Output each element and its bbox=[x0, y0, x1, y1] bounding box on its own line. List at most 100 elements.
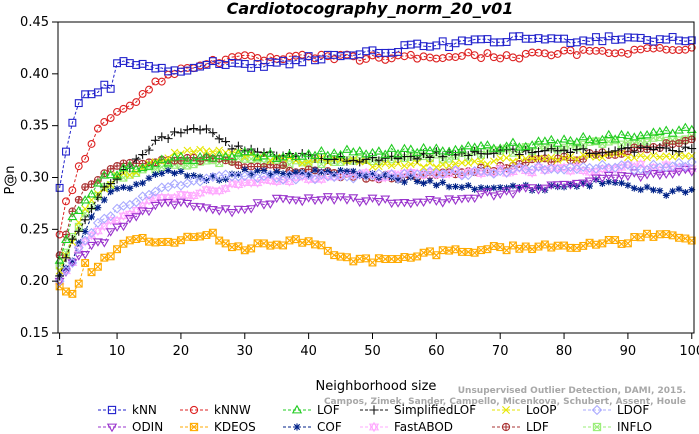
series-point-loop bbox=[451, 159, 460, 168]
series-point-fastabod-shape bbox=[112, 215, 123, 224]
series-point-cof bbox=[605, 178, 613, 186]
series-point-simplifiedlof bbox=[604, 147, 614, 157]
series-point-simplifiedlof bbox=[157, 132, 167, 142]
series-point-ldof-shape bbox=[514, 162, 525, 173]
series-point-cof-shape bbox=[605, 178, 613, 186]
series-point-lof bbox=[131, 163, 142, 173]
series-point-knnw bbox=[106, 114, 115, 122]
series-point-lof-shape bbox=[290, 151, 301, 161]
series-point-knnw-shape bbox=[572, 51, 581, 60]
series-point-odin-shape bbox=[348, 194, 359, 203]
series-point-ldof bbox=[220, 169, 231, 180]
series-point-odin-shape bbox=[118, 222, 129, 232]
series-point-knnw bbox=[317, 50, 326, 59]
series-point-kdeos-shape bbox=[649, 233, 658, 241]
series-point-lof-shape bbox=[597, 134, 608, 144]
series-point-inflo-shape bbox=[598, 140, 607, 148]
series-point-lof bbox=[329, 148, 340, 157]
series-point-odin bbox=[144, 207, 154, 217]
series-point-odin bbox=[418, 198, 429, 208]
series-point-cof-shape bbox=[81, 228, 89, 235]
series-point-ldof-shape bbox=[469, 166, 480, 176]
series-point-odin-shape bbox=[456, 195, 467, 204]
series-odin bbox=[54, 165, 697, 287]
x-tick-label: 60 bbox=[428, 344, 445, 359]
series-point-cof bbox=[458, 183, 466, 191]
series-point-knnw bbox=[381, 55, 390, 64]
series-point-ldof bbox=[195, 176, 206, 187]
series-point-kdeos-shape bbox=[215, 236, 224, 245]
series-point-odin-shape bbox=[80, 250, 91, 260]
series-point-fastabod-shape bbox=[150, 192, 161, 202]
series-point-cof bbox=[586, 182, 593, 190]
series-point-odin bbox=[584, 177, 595, 186]
y-tick-label: 0.30 bbox=[20, 171, 49, 186]
series-point-lof-shape bbox=[520, 141, 531, 151]
series-point-lof-shape bbox=[354, 146, 365, 155]
series-point-cof-shape bbox=[445, 183, 453, 191]
series-point-simplifiedlof bbox=[489, 148, 499, 158]
series-point-simplifiedlof-shape bbox=[559, 145, 569, 155]
series-point-simplifiedlof bbox=[374, 156, 384, 166]
series-point-odin-shape bbox=[227, 208, 237, 218]
series-point-fastabod-shape bbox=[182, 190, 193, 199]
series-point-cof-shape bbox=[126, 184, 134, 192]
series-point-odin bbox=[450, 196, 461, 206]
series-point-ldof-shape bbox=[354, 168, 365, 179]
series-point-cof bbox=[675, 185, 683, 193]
series-point-lof bbox=[144, 161, 154, 170]
series-point-ldof bbox=[284, 169, 295, 180]
series-point-knn bbox=[259, 62, 268, 71]
series-point-odin-shape bbox=[278, 195, 289, 204]
series-point-lof-shape bbox=[571, 137, 582, 146]
series-point-kdeos bbox=[208, 228, 217, 237]
series-point-kdeos-shape bbox=[528, 245, 536, 253]
series-point-odin bbox=[431, 197, 442, 206]
series-point-simplifiedlof bbox=[87, 204, 96, 213]
series-point-simplifiedlof-shape bbox=[157, 132, 167, 142]
series-point-fastabod bbox=[584, 167, 595, 178]
series-point-kdeos bbox=[93, 262, 102, 271]
series-point-knn bbox=[100, 80, 109, 89]
series-point-cof-shape bbox=[113, 185, 121, 193]
series-point-fastabod-shape bbox=[92, 225, 103, 235]
series-point-kdeos bbox=[298, 238, 307, 247]
series-point-ldof-shape bbox=[597, 159, 608, 170]
series-point-cof-shape bbox=[88, 213, 95, 221]
series-point-simplifiedlof-shape bbox=[87, 204, 96, 213]
series-point-ldof-shape bbox=[195, 176, 206, 187]
series-point-ldof bbox=[131, 197, 142, 208]
series-point-ldof-shape bbox=[341, 171, 352, 182]
series-point-cof-shape bbox=[547, 182, 555, 190]
series-point-odin-shape bbox=[527, 184, 538, 193]
y-tick-label: 0.25 bbox=[20, 222, 49, 237]
series-point-knnw bbox=[623, 49, 632, 58]
series-point-lof-shape bbox=[61, 234, 71, 243]
series-point-loop-shape bbox=[681, 152, 690, 160]
series-point-knnw bbox=[93, 124, 102, 133]
series-point-inflo-shape bbox=[317, 160, 326, 168]
series-point-ldof bbox=[424, 166, 435, 177]
series-point-kdeos bbox=[215, 236, 224, 245]
series-point-loop-shape bbox=[407, 160, 415, 169]
y-tick-label: 0.35 bbox=[20, 119, 49, 134]
series-point-lof-shape bbox=[661, 125, 672, 134]
series-point-knnw-shape bbox=[125, 101, 134, 110]
series-point-odin-shape bbox=[73, 252, 84, 261]
series-point-cof-shape bbox=[171, 169, 178, 177]
series-point-lof-shape bbox=[310, 150, 320, 159]
series-point-simplifiedlof bbox=[99, 182, 109, 192]
series-point-cof bbox=[413, 177, 421, 185]
legend-item-lof: LOF bbox=[283, 403, 340, 417]
series-point-ldf-shape bbox=[234, 161, 242, 169]
series-point-odin-shape bbox=[565, 181, 576, 190]
series-point-lof-shape bbox=[539, 136, 550, 145]
series-point-kdeos-shape bbox=[604, 236, 613, 244]
series-point-kdeos-shape bbox=[464, 248, 473, 256]
series-point-lof-shape bbox=[150, 158, 161, 168]
series-point-cof bbox=[650, 186, 657, 194]
series-point-ldof bbox=[584, 162, 595, 173]
series-point-cof-shape bbox=[298, 168, 306, 176]
series-point-ldof bbox=[169, 178, 180, 189]
series-point-knnw-shape bbox=[106, 114, 115, 122]
